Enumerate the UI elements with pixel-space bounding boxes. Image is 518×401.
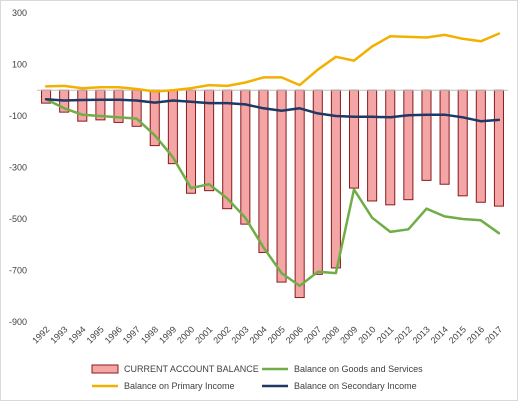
x-tick-label: 2001 <box>193 324 214 345</box>
y-tick-label: -500 <box>9 214 27 224</box>
legend-label: Balance on Primary Income <box>124 381 235 391</box>
bar-current-account-2015 <box>457 89 468 197</box>
legend-label: Balance on Goods and Services <box>294 364 423 374</box>
legend-item-balance-on-goods-and-services: Balance on Goods and Services <box>262 364 423 374</box>
y-tick-label: -700 <box>9 266 27 276</box>
legend-label: CURRENT ACCOUNT BALANCE <box>124 364 259 374</box>
x-tick-label: 1999 <box>157 324 178 345</box>
x-tick-label: 1992 <box>30 324 51 345</box>
x-tick-label: 1994 <box>66 324 87 345</box>
legend-item-balance-on-primary-income: Balance on Primary Income <box>92 381 235 391</box>
bar-current-account-2013 <box>421 89 432 181</box>
legend-item-current-account-balance: CURRENT ACCOUNT BALANCE <box>91 364 259 374</box>
bar-current-account-2011 <box>385 89 396 206</box>
x-tick-label: 2004 <box>248 324 269 345</box>
x-tick-label: 1995 <box>85 324 106 345</box>
x-tick-label: 2007 <box>302 324 323 345</box>
legend-item-balance-on-secondary-income: Balance on Secondary Income <box>262 381 417 391</box>
x-tick-label: 2010 <box>356 324 377 345</box>
bar-current-account-2004 <box>258 89 269 253</box>
y-tick-label: 100 <box>12 60 27 70</box>
y-tick-label: -900 <box>9 317 27 327</box>
x-tick-label: 2016 <box>465 324 486 345</box>
line-series <box>44 32 501 288</box>
x-tick-label: 2012 <box>393 324 414 345</box>
x-tick-label: 2011 <box>375 324 396 345</box>
legend: CURRENT ACCOUNT BALANCE Balance on Goods … <box>91 364 423 391</box>
bar-current-account-2016 <box>475 89 486 203</box>
x-tick-label: 1998 <box>139 324 160 345</box>
line-balance-on-primary-income <box>44 32 501 93</box>
y-axis-ticks: 300 100 -100 -300 -500 -700 -900 <box>9 8 27 327</box>
x-tick-label: 2003 <box>230 324 251 345</box>
x-tick-label: 1997 <box>121 324 142 345</box>
x-tick-label: 2015 <box>447 324 468 345</box>
bar-current-account-2009 <box>348 89 360 189</box>
bar-current-account-2000 <box>185 89 197 194</box>
line-balance-on-goods-and-services <box>44 98 501 288</box>
bar-current-account-2017 <box>493 89 504 207</box>
legend-label: Balance on Secondary Income <box>294 381 417 391</box>
bar-series <box>41 89 504 299</box>
y-tick-label: 300 <box>12 8 27 18</box>
bar-current-account-2005 <box>276 89 287 283</box>
bar-current-account-2003 <box>240 89 251 225</box>
y-tick-label: -300 <box>9 163 27 173</box>
bar-current-account-2010 <box>367 89 378 202</box>
x-tick-label: 2002 <box>211 324 232 345</box>
line-balance-on-secondary-income <box>44 98 501 123</box>
x-tick-label: 2014 <box>429 324 450 345</box>
bar-current-account-2002 <box>222 89 233 210</box>
bar-current-account-2006 <box>294 89 305 299</box>
bar-current-account-2012 <box>403 89 414 201</box>
x-tick-label: 2005 <box>266 324 287 345</box>
y-tick-label: -100 <box>9 111 27 121</box>
x-tick-label: 2009 <box>338 324 359 345</box>
x-tick-label: 2000 <box>175 324 196 345</box>
x-tick-label: 2013 <box>411 324 432 345</box>
bar-current-account-1994 <box>77 89 88 122</box>
bar-current-account-2001 <box>204 89 215 192</box>
legend-swatch <box>91 364 119 374</box>
x-axis-ticks: 1992199319941995199619971998199920002001… <box>30 324 504 345</box>
x-tick-label: 2008 <box>320 324 341 345</box>
bar-current-account-2007 <box>312 89 323 275</box>
x-tick-label: 1996 <box>103 324 124 345</box>
x-tick-label: 2017 <box>483 324 504 345</box>
bar-current-account-2014 <box>439 89 450 185</box>
x-tick-label: 2006 <box>284 324 305 345</box>
x-tick-label: 1993 <box>48 324 69 345</box>
